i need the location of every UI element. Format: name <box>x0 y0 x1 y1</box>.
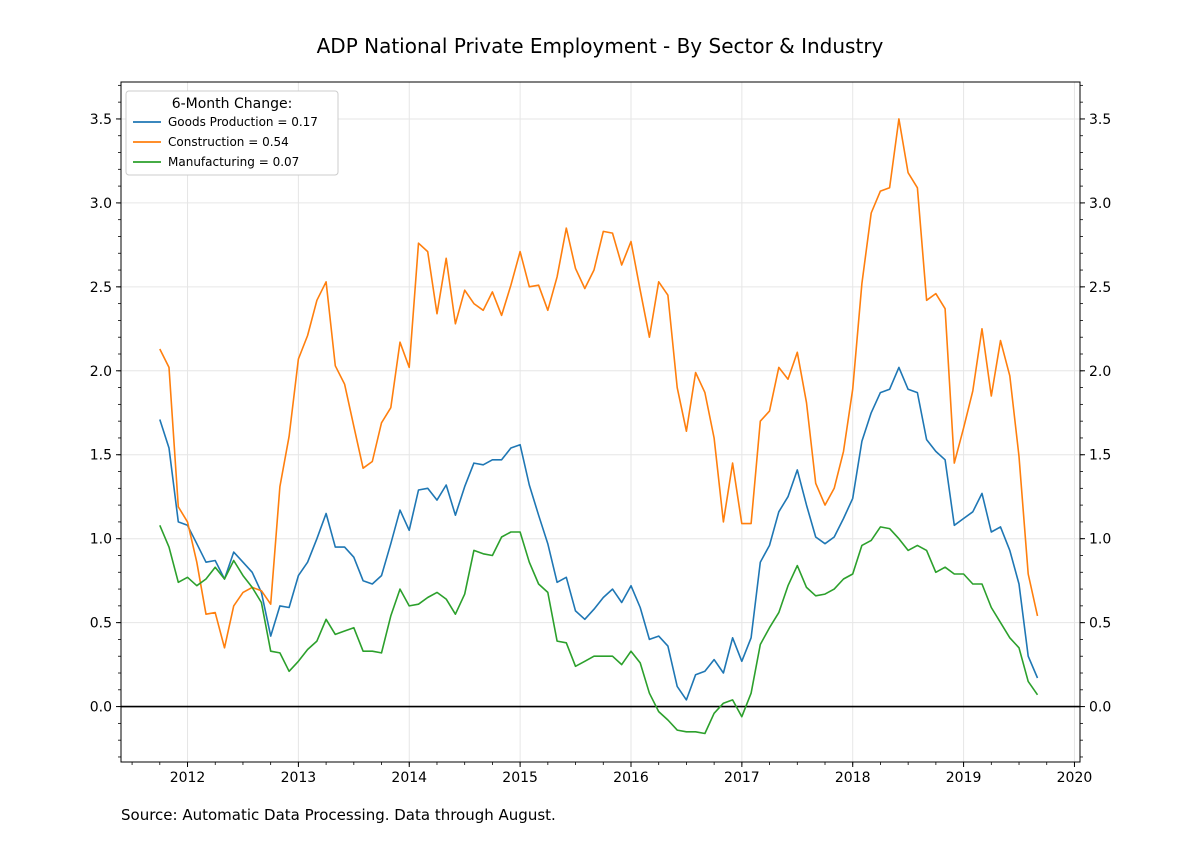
y-tick-label-left: 2.5 <box>90 280 112 296</box>
source-note: Source: Automatic Data Processing. Data … <box>121 806 556 824</box>
chart-title: ADP National Private Employment - By Sec… <box>316 34 884 58</box>
x-tick-label: 2018 <box>835 770 871 786</box>
series-line-1 <box>159 366 1039 701</box>
x-tick-label: 2014 <box>391 770 427 786</box>
y-tick-label-right: 0.5 <box>1089 616 1111 632</box>
legend: 6-Month Change: Goods Production = 0.17 C… <box>125 90 339 176</box>
y-tick-label-right: 2.0 <box>1089 364 1111 380</box>
y-tick-label-left: 0.0 <box>90 700 112 716</box>
y-tick-label-left: 1.0 <box>90 532 112 548</box>
y-tick-label-left: 2.0 <box>90 364 112 380</box>
series-line-2 <box>159 118 1039 649</box>
legend-title: 6-Month Change: <box>172 96 293 112</box>
y-tick-label-right: 3.0 <box>1089 196 1111 212</box>
x-tick-label: 2017 <box>724 770 760 786</box>
y-tick-label-right: 1.0 <box>1089 532 1111 548</box>
y-tick-label-left: 1.5 <box>90 448 112 464</box>
x-tick-label: 2020 <box>1057 770 1093 786</box>
series-line-3 <box>159 524 1039 735</box>
y-tick-label-right: 3.5 <box>1089 112 1111 128</box>
y-tick-label-right: 0.0 <box>1089 700 1111 716</box>
plot-frame <box>120 81 1081 763</box>
y-tick-label-left: 3.5 <box>90 112 112 128</box>
x-tick-label: 2013 <box>281 770 317 786</box>
x-tick-label: 2012 <box>170 770 206 786</box>
legend-box <box>125 90 339 176</box>
y-tick-label-right: 2.5 <box>1089 280 1111 296</box>
x-tick-label: 2016 <box>613 770 649 786</box>
y-tick-label-right: 1.5 <box>1089 448 1111 464</box>
legend-entry-label: Manufacturing = 0.07 <box>168 155 299 169</box>
gridlines <box>121 82 1080 762</box>
legend-entry-label: Construction = 0.54 <box>168 135 289 149</box>
y-tick-label-left: 0.5 <box>90 616 112 632</box>
x-tick-label: 2015 <box>502 770 538 786</box>
x-tick-label: 2019 <box>946 770 982 786</box>
y-tick-label-left: 3.0 <box>90 196 112 212</box>
series-lines <box>159 118 1039 735</box>
axis-ticks: 0.0 0.0 0.5 0.5 1.0 1.0 1.5 1.5 2.0 2.0 2.5 2.5 3.0 3… <box>90 84 1111 786</box>
legend-entry-label: Goods Production = 0.17 <box>168 115 318 129</box>
